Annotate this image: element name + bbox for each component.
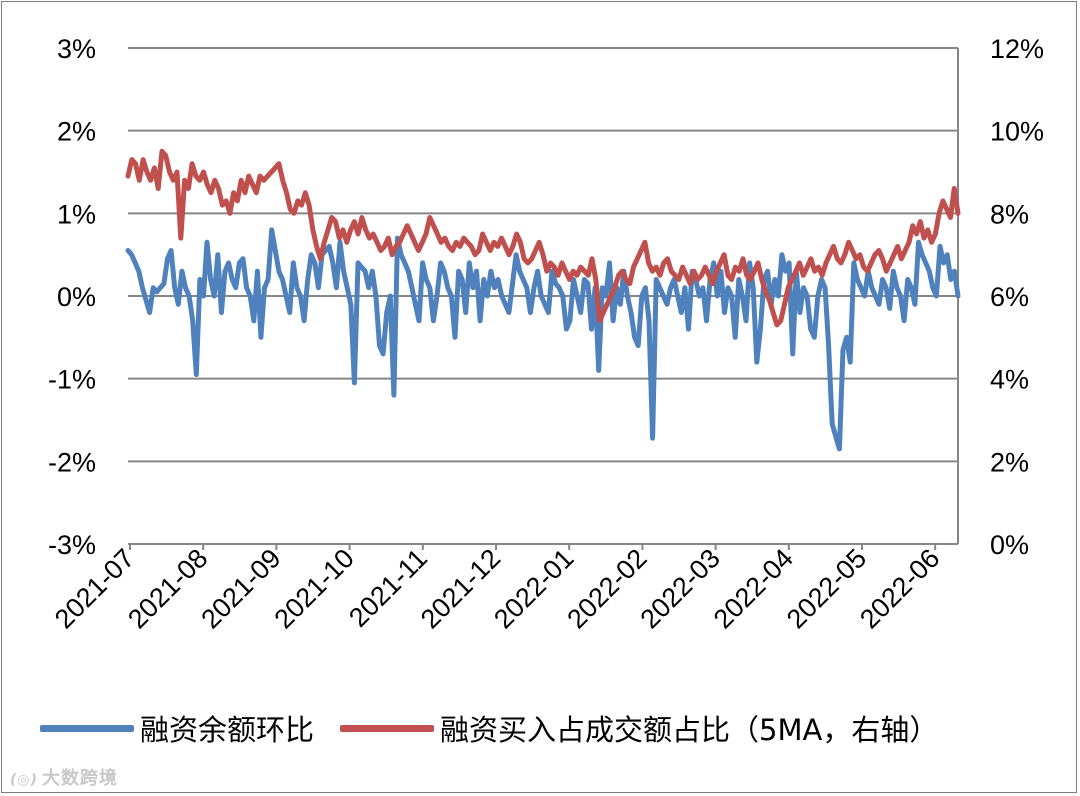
x-axis-ticks: 2021-072021-082021-092021-102021-112021-… — [49, 543, 945, 634]
logo-icon: (◎) — [10, 772, 39, 788]
watermark-text: 大数跨境 — [42, 768, 119, 789]
legend-item-margin-balance: 融资余额环比 — [40, 707, 314, 749]
right-tick-label: 10% — [990, 117, 1044, 147]
x-tick-label: 2021-09 — [195, 543, 286, 634]
x-tick-label: 2022-06 — [854, 543, 945, 634]
right-axis-ticks: 12% 10% 8% 6% 4% 2% 0% — [990, 34, 1044, 560]
x-tick-label: 2021-10 — [269, 543, 360, 634]
x-tick-label: 2021-08 — [122, 543, 213, 634]
legend-swatch-blue — [40, 724, 134, 732]
x-tick-label: 2021-11 — [343, 543, 433, 633]
left-axis-ticks: 3% 2% 1% 0% -1% -2% -3% — [48, 34, 96, 560]
x-tick-label: 2022-04 — [708, 543, 799, 634]
x-tick-label: 2022-01 — [488, 543, 579, 634]
left-tick-label: -3% — [48, 530, 96, 560]
left-tick-label: -2% — [48, 447, 96, 477]
legend-label: 融资买入占成交额占比（5MA，右轴） — [440, 713, 939, 747]
right-tick-label: 4% — [990, 365, 1029, 395]
right-tick-label: 8% — [990, 199, 1029, 229]
series-line-margin-buy-ratio — [125, 148, 961, 328]
series-line-margin-balance — [125, 227, 961, 452]
watermark: (◎) 大数跨境 — [10, 764, 118, 790]
legend-swatch-red — [340, 724, 435, 732]
x-tick-label: 2022-05 — [781, 543, 872, 634]
left-tick-label: 3% — [57, 34, 96, 64]
right-tick-label: 6% — [990, 282, 1029, 312]
left-tick-label: 1% — [57, 199, 96, 229]
legend-label: 融资余额环比 — [140, 713, 315, 747]
left-tick-label: 2% — [57, 117, 96, 147]
gridlines — [128, 47, 958, 463]
left-tick-label: 0% — [57, 282, 96, 312]
legend-item-margin-buy-ratio: 融资买入占成交额占比（5MA，右轴） — [340, 707, 938, 749]
right-tick-label: 0% — [990, 530, 1029, 560]
right-tick-label: 2% — [990, 447, 1029, 477]
dual-axis-line-chart: 3% 2% 1% 0% -1% -2% -3% 12% 10% 8% 6% 4% 2% 0% 2021-… — [48, 34, 1044, 634]
legend: 融资余额环比 融资买入占成交额占比（5MA，右轴） — [40, 700, 964, 756]
right-tick-label: 12% — [990, 34, 1044, 64]
x-tick-label: 2022-02 — [561, 543, 652, 634]
x-tick-label: 2022-03 — [635, 543, 726, 634]
series-lines — [125, 148, 961, 452]
x-tick-label: 2021-12 — [415, 543, 506, 634]
left-tick-label: -1% — [48, 365, 96, 395]
